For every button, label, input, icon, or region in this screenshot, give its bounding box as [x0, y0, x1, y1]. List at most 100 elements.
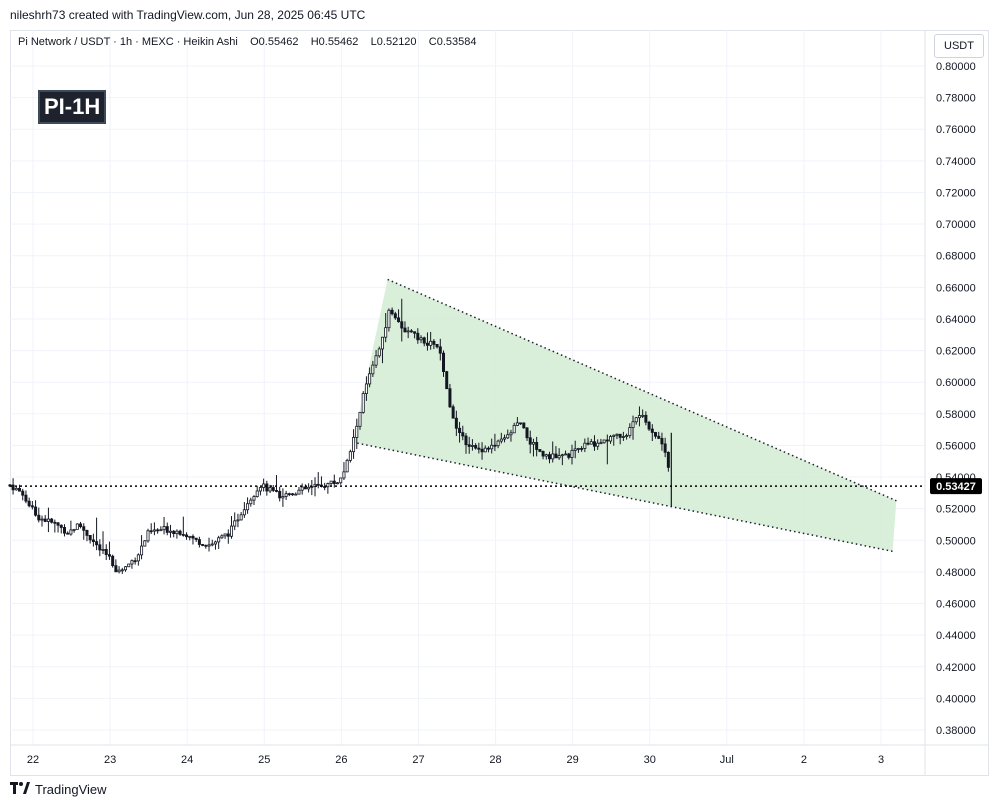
candle-body	[631, 421, 635, 428]
candle-body	[612, 434, 616, 437]
candle	[30, 500, 34, 510]
candle-body	[371, 364, 375, 375]
candle	[654, 431, 658, 439]
open-label: O	[250, 36, 259, 48]
currency-selector[interactable]: USDT	[934, 34, 984, 58]
candle	[618, 433, 622, 445]
last-price-label: 0.53427	[936, 481, 976, 493]
candle	[21, 488, 25, 501]
candle	[592, 435, 596, 451]
candle-body	[284, 493, 288, 497]
candle	[403, 321, 407, 333]
x-tick-label: 27	[412, 754, 424, 766]
candle	[236, 513, 240, 528]
tradingview-brand[interactable]: TradingView	[10, 782, 107, 797]
candle	[226, 529, 230, 544]
candle-body	[242, 509, 246, 516]
candle-body	[573, 448, 577, 451]
candle	[258, 487, 262, 496]
candle	[50, 517, 54, 524]
x-tick-label: 28	[489, 754, 501, 766]
candle-body	[458, 427, 462, 434]
candle-body	[406, 330, 410, 333]
candle-body	[557, 455, 561, 459]
candle-body	[34, 506, 38, 516]
y-tick-label: 0.44000	[936, 630, 976, 642]
candle-body	[531, 441, 535, 445]
candle-body	[599, 442, 603, 445]
candle	[127, 563, 131, 568]
y-tick-label: 0.60000	[936, 377, 976, 389]
y-tick-label: 0.58000	[936, 409, 976, 421]
candle	[329, 480, 333, 486]
candle	[544, 453, 548, 460]
candle	[551, 441, 555, 463]
candle-body	[528, 437, 532, 445]
candle	[515, 417, 519, 427]
candle-body	[210, 543, 214, 546]
candle	[278, 486, 282, 502]
candle	[220, 534, 224, 539]
candle-body	[149, 530, 153, 533]
candle-body	[535, 441, 539, 450]
candle	[18, 484, 22, 492]
x-tick-label: 25	[258, 754, 270, 766]
candle	[271, 485, 275, 493]
candle	[143, 540, 147, 547]
candle-body	[14, 487, 18, 491]
candle-body	[197, 539, 201, 545]
candle	[27, 497, 31, 508]
candle-body	[493, 444, 497, 447]
candle	[371, 360, 375, 377]
candle-body	[355, 425, 359, 438]
candle-body	[515, 422, 519, 426]
candle	[448, 383, 452, 408]
candlestick-series	[8, 298, 672, 574]
candle	[451, 404, 455, 419]
candle-body	[165, 526, 169, 533]
candle-body	[544, 454, 548, 457]
candle-body	[294, 493, 298, 496]
candle	[255, 485, 259, 498]
high-label: H	[310, 36, 319, 48]
candle	[650, 424, 654, 442]
candle-body	[274, 490, 278, 492]
candle	[573, 440, 577, 459]
candle	[53, 519, 57, 533]
candle-body	[178, 530, 182, 535]
candle-body	[657, 435, 661, 439]
y-tick-label: 0.56000	[936, 440, 976, 452]
wedge-fill	[352, 279, 897, 552]
candle	[631, 415, 635, 440]
candle	[146, 528, 150, 543]
candle	[133, 557, 137, 565]
x-tick-label: 29	[567, 754, 579, 766]
y-tick-label: 0.42000	[936, 662, 976, 674]
candle-body	[246, 503, 250, 511]
candle	[75, 523, 79, 530]
candle	[612, 434, 616, 446]
y-tick-label: 0.38000	[936, 725, 976, 737]
attribution-text: nileshrh73 created with TradingView.com,…	[10, 8, 366, 22]
candle-body	[201, 544, 205, 546]
candle-body	[519, 422, 523, 425]
candle-body	[560, 454, 564, 457]
candle	[156, 528, 160, 534]
candle-body	[522, 422, 526, 429]
candle-body	[403, 327, 407, 333]
candle-body	[104, 548, 108, 556]
candle-body	[374, 355, 378, 366]
candle	[300, 483, 304, 495]
candle-body	[564, 453, 568, 456]
candle-body	[503, 437, 507, 440]
candle-body	[120, 569, 124, 572]
chart-frame	[10, 30, 989, 776]
y-tick-label: 0.66000	[936, 282, 976, 294]
candle-body	[98, 544, 102, 551]
candle	[140, 535, 144, 560]
candle	[634, 416, 638, 425]
candle-body	[21, 490, 25, 496]
candle	[66, 531, 70, 535]
candle-body	[602, 439, 606, 444]
